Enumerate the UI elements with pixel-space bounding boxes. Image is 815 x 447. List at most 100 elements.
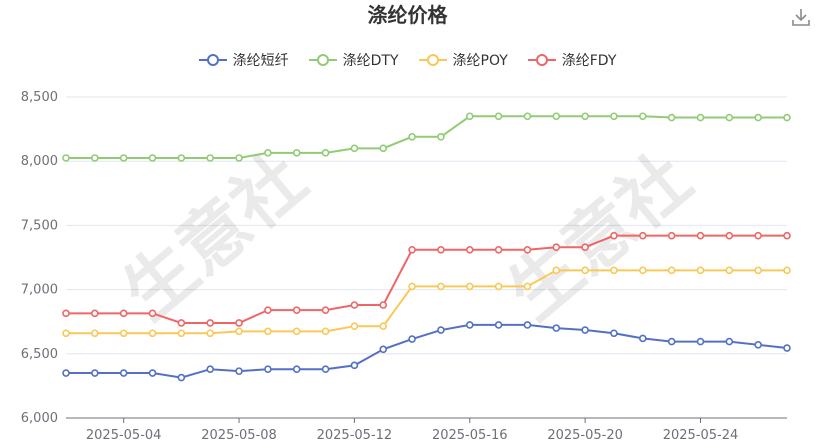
- data-point: [610, 231, 618, 240]
- data-point: [408, 245, 416, 254]
- data-point: [667, 231, 676, 240]
- data-point: [321, 365, 330, 374]
- legend-label: 涤纶短纤: [232, 53, 289, 69]
- x-tick-label: 2025-05-20: [547, 428, 623, 443]
- data-point: [465, 321, 474, 329]
- data-point: [552, 243, 561, 252]
- data-point: [350, 144, 359, 153]
- series-3: [62, 231, 791, 327]
- data-point: [350, 301, 359, 309]
- data-point: [725, 113, 734, 122]
- data-point: [696, 113, 705, 122]
- series-2: [62, 266, 791, 338]
- data-point: [494, 112, 503, 121]
- data-point: [523, 321, 532, 329]
- data-point: [91, 154, 99, 162]
- legend-item[interactable]: 涤纶POY: [418, 50, 508, 70]
- data-point: [783, 113, 791, 122]
- x-tick-label: 2025-05-04: [86, 428, 162, 443]
- data-point: [552, 324, 561, 332]
- data-point: [725, 266, 734, 275]
- series-line: [66, 323, 788, 379]
- data-point: [667, 337, 676, 346]
- data-point: [638, 112, 647, 121]
- legend-item[interactable]: 涤纶DTY: [308, 50, 399, 70]
- data-point: [523, 245, 532, 254]
- data-point: [754, 231, 762, 240]
- data-point: [91, 329, 99, 338]
- legend-item[interactable]: 涤纶短纤: [198, 50, 289, 70]
- y-tick-label: 7,500: [21, 218, 58, 233]
- legend-marker-icon: [418, 54, 447, 66]
- data-point: [119, 369, 128, 377]
- data-point: [783, 266, 791, 275]
- data-point: [696, 337, 705, 346]
- data-point: [523, 112, 532, 121]
- data-point: [638, 231, 647, 240]
- series-line: [66, 115, 787, 159]
- legend-item[interactable]: 涤纶FDY: [527, 50, 617, 70]
- data-point: [292, 306, 301, 314]
- data-point: [350, 361, 359, 370]
- data-point: [321, 149, 330, 157]
- data-point: [206, 319, 214, 327]
- data-point: [321, 306, 330, 314]
- data-point: [465, 112, 474, 121]
- data-point: [581, 326, 589, 334]
- series-line: [66, 269, 787, 335]
- axes: 6,000 6,500 7,000 7,500 8,000 8,500 2025-05-04…: [21, 90, 787, 443]
- data-point: [465, 245, 474, 254]
- data-point: [552, 266, 561, 275]
- data-point: [264, 365, 272, 374]
- x-tick-label: 2025-05-12: [317, 428, 393, 443]
- data-point: [148, 369, 157, 377]
- data-point: [437, 282, 445, 291]
- data-point: [465, 282, 474, 291]
- data-point: [783, 344, 791, 352]
- data-point: [91, 369, 99, 377]
- data-point: [235, 327, 243, 336]
- data-point: [581, 266, 589, 275]
- watermark-text: 生意社: [108, 138, 322, 336]
- data-point: [62, 369, 70, 377]
- data-point: [91, 309, 99, 318]
- data-point: [350, 322, 359, 330]
- data-point: [264, 306, 272, 314]
- data-point: [610, 112, 618, 121]
- data-point: [408, 133, 416, 141]
- data-point: [62, 329, 70, 338]
- data-point: [206, 365, 214, 374]
- chart-legend: 涤纶短纤 涤纶DTY 涤纶POY 涤纶FDY: [0, 50, 815, 70]
- y-tick-label: 8,500: [21, 90, 58, 105]
- data-point: [696, 266, 705, 275]
- x-tick-label: 2025-05-24: [663, 428, 739, 443]
- data-point: [638, 266, 647, 275]
- legend-label: 涤纶FDY: [561, 53, 617, 69]
- data-point: [754, 266, 762, 275]
- data-point: [552, 112, 561, 121]
- data-point: [523, 282, 532, 291]
- data-point: [119, 309, 128, 318]
- data-point: [264, 327, 272, 336]
- data-point: [581, 243, 589, 252]
- series-line: [66, 234, 787, 324]
- x-tick-label: 2025-05-16: [432, 428, 508, 443]
- data-point: [494, 245, 503, 254]
- data-point: [379, 301, 388, 309]
- series-0: [62, 321, 791, 382]
- data-point: [292, 365, 301, 374]
- data-point: [667, 113, 676, 122]
- data-point: [494, 282, 503, 291]
- data-point: [321, 327, 330, 336]
- data-point: [148, 309, 157, 318]
- data-point: [148, 329, 157, 338]
- data-point: [610, 329, 618, 338]
- data-point: [292, 149, 301, 157]
- data-point: [62, 309, 70, 318]
- data-point: [667, 266, 676, 275]
- y-tick-label: 6,000: [21, 411, 58, 426]
- download-icon[interactable]: [790, 6, 812, 28]
- data-point: [437, 245, 445, 254]
- data-point: [177, 329, 186, 338]
